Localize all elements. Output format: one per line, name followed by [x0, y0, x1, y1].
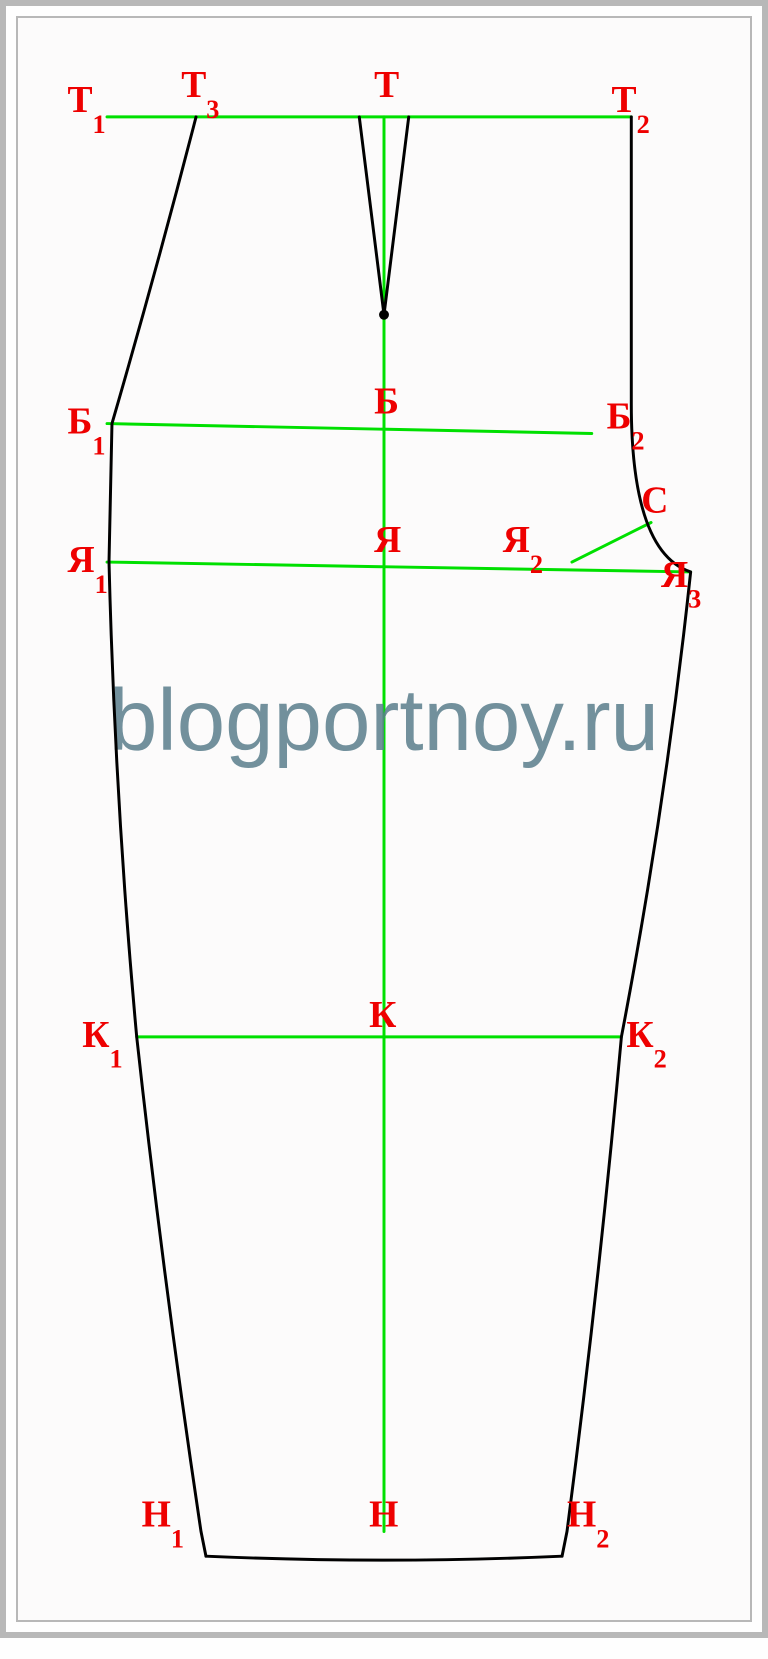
- outer-frame: blogportnoy.ruТ1Т3ТТ2Б1ББ2Я1ЯЯ2Я3СК1КК2Н…: [0, 0, 768, 1638]
- point-label-Y: Я: [374, 520, 401, 561]
- inner-frame: blogportnoy.ruТ1Т3ТТ2Б1ББ2Я1ЯЯ2Я3СК1КК2Н…: [16, 16, 752, 1622]
- point-label-H: Н: [369, 1495, 398, 1536]
- point-label-K: К: [369, 995, 396, 1036]
- point-label-B: Б: [374, 382, 399, 423]
- watermark-text: blogportnoy.ru: [109, 672, 659, 769]
- pattern-diagram: blogportnoy.ruТ1Т3ТТ2Б1ББ2Я1ЯЯ2Я3СК1КК2Н…: [18, 18, 750, 1620]
- point-label-T: Т: [374, 65, 399, 106]
- point-label-C: С: [641, 481, 668, 522]
